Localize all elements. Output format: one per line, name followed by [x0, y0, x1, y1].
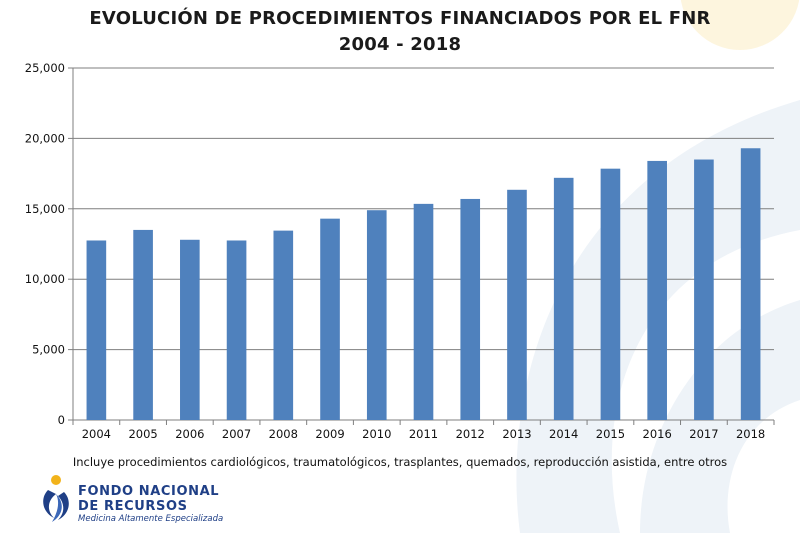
bar-2009	[320, 218, 340, 420]
bar-2010	[366, 210, 387, 420]
x-tick-label: 2007	[222, 427, 251, 441]
x-tick-label: 2011	[409, 427, 438, 441]
y-tick-label: 5,000	[32, 343, 65, 357]
x-tick-label: 2006	[175, 427, 204, 441]
x-tick-label: 2013	[502, 427, 531, 441]
x-tick-label: 2004	[82, 427, 111, 441]
x-tick-label: 2010	[362, 427, 391, 441]
y-tick-label: 20,000	[25, 131, 65, 145]
logo-text-line2: DE RECURSOS	[78, 499, 188, 514]
y-tick-label: 25,000	[25, 61, 65, 75]
chart-title: EVOLUCIÓN DE PROCEDIMIENTOS FINANCIADOS …	[89, 8, 711, 29]
x-tick-label: 2005	[128, 427, 157, 441]
chart-subtitle: 2004 - 2018	[338, 34, 462, 55]
x-tick-label: 2015	[596, 427, 625, 441]
bar-2018	[740, 148, 761, 421]
chart-footnote: Incluye procedimientos cardiológicos, tr…	[72, 455, 728, 469]
person-swirl-logo-icon	[43, 475, 69, 522]
bar-2014	[553, 177, 574, 420]
bar-2011	[413, 203, 434, 420]
logo-tagline: Medicina Altamente Especializada	[78, 514, 224, 524]
x-tick-label: 2012	[456, 427, 485, 441]
logo-text-line1: FONDO NACIONAL	[78, 484, 220, 499]
x-tick-label: 2018	[736, 427, 765, 441]
bar-2005	[133, 229, 153, 420]
bar-2013	[507, 189, 527, 420]
bar-2006	[180, 239, 200, 420]
y-tick-label: 15,000	[25, 202, 65, 216]
x-tick-label: 2014	[549, 427, 578, 441]
bar-2008	[273, 230, 294, 420]
x-tick-label: 2009	[315, 427, 344, 441]
fnr-logo: FONDO NACIONAL DE RECURSOS Medicina Alta…	[36, 472, 296, 528]
x-tick-label: 2008	[269, 427, 298, 441]
bar-2004	[86, 240, 107, 420]
bar-2007	[226, 240, 247, 420]
y-tick-label: 0	[58, 413, 65, 427]
y-tick-label: 10,000	[25, 272, 65, 286]
bar-2015	[600, 168, 621, 420]
x-tick-label: 2017	[689, 427, 718, 441]
bar-2012	[460, 198, 481, 420]
bar-2016	[647, 160, 667, 421]
x-tick-label: 2016	[643, 427, 672, 441]
bar-2017	[694, 159, 714, 420]
